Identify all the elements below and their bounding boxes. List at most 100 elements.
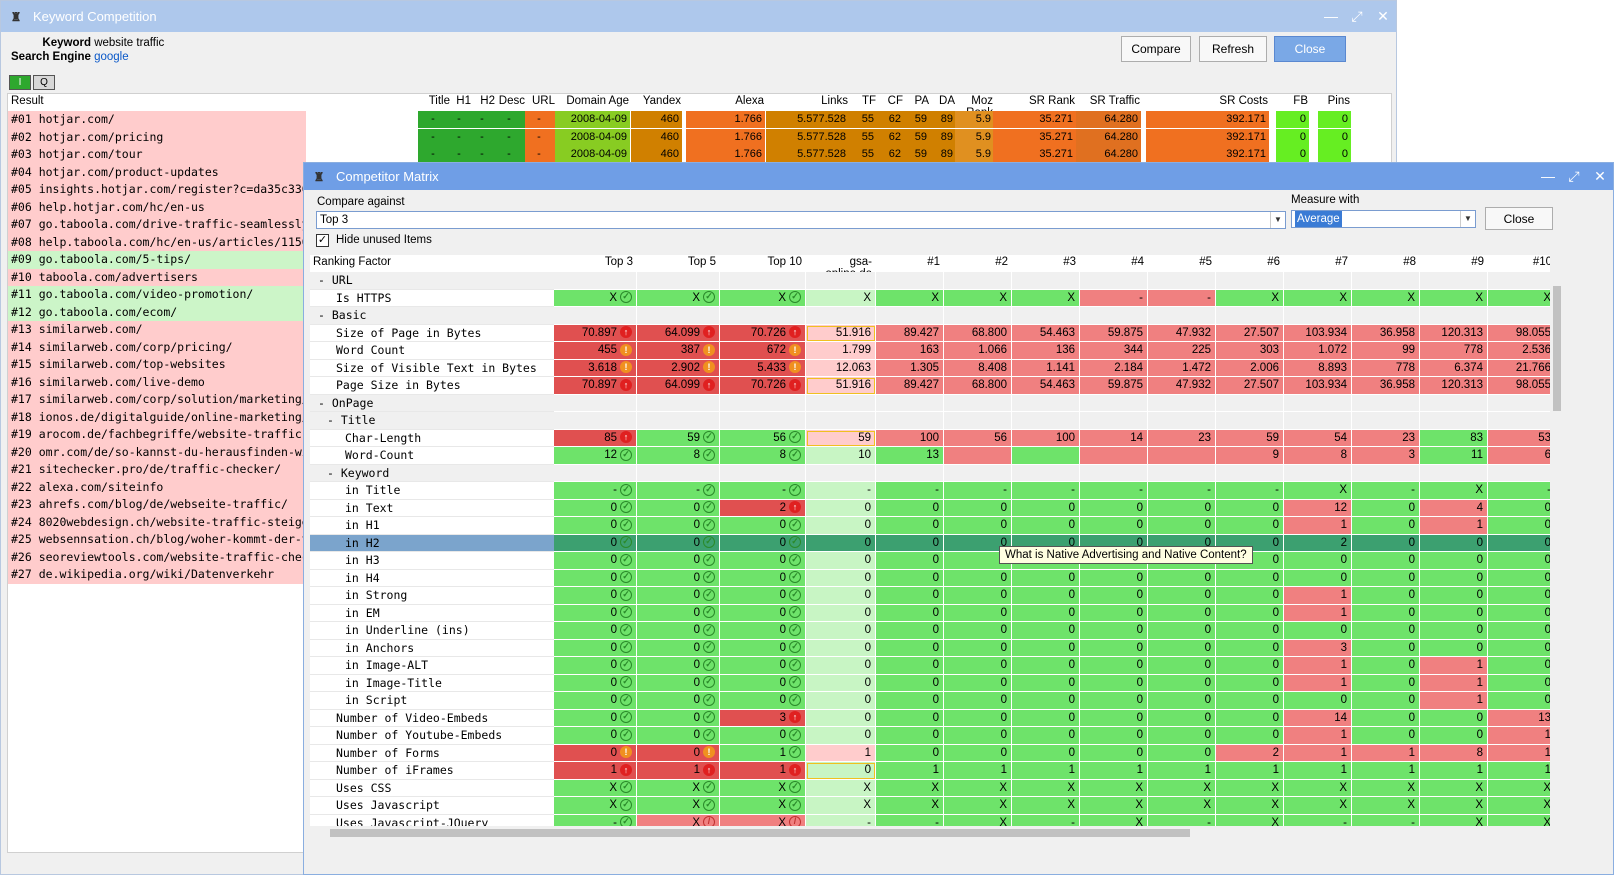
matrix-cell[interactable]: 0	[1352, 657, 1420, 675]
matrix-cell[interactable]: 1	[1148, 762, 1216, 780]
matrix-cell[interactable]: X	[1148, 779, 1216, 797]
table-row[interactable]: Word-Count 12 ✓ 8 ✓ 8 ✓ 10 13 9 8 3 11 6	[310, 447, 1550, 465]
matrix-cell[interactable]: 0 ✓	[554, 692, 637, 710]
list-item[interactable]: #01 hotjar.com/	[8, 111, 306, 129]
matrix-cell[interactable]: X	[1080, 797, 1148, 815]
matrix-cell[interactable]: X	[1420, 289, 1488, 307]
results-col-16[interactable]: SR Traffic	[1089, 95, 1140, 107]
matrix-cell[interactable]: X	[1012, 289, 1080, 307]
matrix-cell[interactable]: - ✓	[637, 482, 720, 500]
results-col-10[interactable]: TF	[861, 95, 876, 107]
matrix-cell[interactable]: -	[1148, 289, 1216, 307]
matrix-cell[interactable]: 0	[876, 674, 944, 692]
matrix-cell[interactable]: X	[1420, 814, 1488, 828]
matrix-cell[interactable]: X	[1148, 797, 1216, 815]
matrix-cell[interactable]: 0	[806, 639, 876, 657]
table-row[interactable]: in Image-Title 0 ✓ 0 ✓ 0 ✓ 0 0 0 0 0 0 0 1 0 1 0	[310, 674, 1550, 692]
matrix-cell[interactable]: 13	[1488, 709, 1550, 727]
matrix-cell[interactable]: X	[1352, 797, 1420, 815]
matrix-cell[interactable]: X ✓	[554, 779, 637, 797]
matrix-cell[interactable]: 70.726 ↑	[720, 377, 806, 395]
matrix-cell[interactable]: 70.897 ↑	[554, 377, 637, 395]
matrix-cell[interactable]: 1	[1284, 587, 1352, 605]
matrix-cell[interactable]: 0	[1488, 639, 1550, 657]
matrix-col-13[interactable]: #9	[1471, 256, 1484, 268]
hide-unused-checkbox[interactable]: ✓	[316, 234, 329, 247]
matrix-cell[interactable]: 0	[1012, 674, 1080, 692]
matrix-cell[interactable]: X	[806, 779, 876, 797]
ranking-factor-label[interactable]: in Anchors	[310, 639, 554, 657]
matrix-col-6[interactable]: #2	[995, 256, 1008, 268]
list-item[interactable]: #02 hotjar.com/pricing	[8, 128, 306, 146]
results-col-12[interactable]: PA	[914, 95, 930, 107]
matrix-cell[interactable]: 0	[876, 587, 944, 605]
table-row[interactable]: - - - - -2008-04-09 460 1.766 5.577.528 55 62 59 89…	[8, 111, 1352, 129]
compare-button[interactable]: Compare	[1121, 36, 1191, 62]
matrix-cell[interactable]: X	[1284, 779, 1352, 797]
matrix-cell[interactable]: 0	[1352, 604, 1420, 622]
matrix-cell[interactable]: X	[1284, 482, 1352, 500]
matrix-cell[interactable]: 1	[1420, 657, 1488, 675]
matrix-cell[interactable]: 98.055	[1488, 324, 1550, 342]
matrix-cell[interactable]: 0	[1216, 587, 1284, 605]
matrix-cell[interactable]: X	[944, 814, 1012, 828]
results-col-18[interactable]: FB	[1293, 95, 1308, 107]
matrix-cell[interactable]: 0	[1352, 709, 1420, 727]
results-col-0[interactable]: Result	[11, 95, 44, 107]
list-item[interactable]: #10 taboola.com/advertisers	[8, 268, 306, 286]
matrix-cell[interactable]: 0 ✓	[720, 517, 806, 535]
matrix-cell[interactable]: 0 ✓	[554, 552, 637, 570]
matrix-cell[interactable]: 1	[1420, 674, 1488, 692]
matrix-cell[interactable]: 1.799	[806, 342, 876, 360]
matrix-cell[interactable]: 0	[1012, 657, 1080, 675]
matrix-cell[interactable]: 0 ✓	[720, 674, 806, 692]
matrix-cell[interactable]: 0	[1080, 587, 1148, 605]
matrix-cell[interactable]: 0	[1488, 552, 1550, 570]
matrix-cell[interactable]: 0	[1216, 639, 1284, 657]
matrix-cell[interactable]: 54.463	[1012, 324, 1080, 342]
matrix-cell[interactable]: 1	[876, 762, 944, 780]
matrix-cell[interactable]: 344	[1080, 342, 1148, 360]
list-item[interactable]: #17 similarweb.com/corp/solution/marketi…	[8, 391, 306, 409]
matrix-cell[interactable]: 0	[1012, 499, 1080, 517]
matrix-cell[interactable]	[1148, 447, 1216, 465]
matrix-cell[interactable]: 0	[1488, 604, 1550, 622]
matrix-cell[interactable]: 0 ✓	[554, 569, 637, 587]
list-item[interactable]: #13 similarweb.com/	[8, 321, 306, 339]
matrix-cell[interactable]: 0 ✓	[720, 552, 806, 570]
matrix-cell[interactable]: 23	[1352, 429, 1420, 447]
matrix-cell[interactable]: 0	[1148, 517, 1216, 535]
matrix-cell[interactable]: 0 ✓	[637, 692, 720, 710]
matrix-cell[interactable]: 0	[876, 727, 944, 745]
matrix-cell[interactable]: 1	[1284, 604, 1352, 622]
matrix-cell[interactable]: 0	[944, 534, 1012, 552]
matrix-cell[interactable]: 89.427	[876, 377, 944, 395]
matrix-cell[interactable]: -	[1216, 482, 1284, 500]
matrix-cell[interactable]: 0	[1012, 727, 1080, 745]
matrix-cell[interactable]: 83	[1420, 429, 1488, 447]
matrix-cell[interactable]: 0	[1148, 587, 1216, 605]
close-icon[interactable]: ✕	[1594, 168, 1606, 184]
kw-close-button[interactable]: Close	[1274, 36, 1346, 62]
matrix-cell[interactable]: 0	[1012, 587, 1080, 605]
matrix-cell[interactable]: 0	[1488, 692, 1550, 710]
matrix-cell[interactable]: 2 ↑	[720, 499, 806, 517]
matrix-cell[interactable]: 1	[1488, 762, 1550, 780]
matrix-cell[interactable]: -	[806, 482, 876, 500]
matrix-cell[interactable]: 8	[1420, 744, 1488, 762]
matrix-cell[interactable]: 3.618!	[554, 359, 637, 377]
ranking-factor-label[interactable]: - Basic	[310, 307, 554, 325]
matrix-cell[interactable]: 1 ✓	[720, 744, 806, 762]
matrix-cell[interactable]: 1 ↑	[554, 762, 637, 780]
matrix-cell[interactable]: -	[806, 814, 876, 828]
matrix-cell[interactable]: 0	[1216, 569, 1284, 587]
matrix-cell[interactable]: 0	[944, 622, 1012, 640]
matrix-cell[interactable]: 0 ✓	[637, 604, 720, 622]
matrix-cell[interactable]: 0	[1352, 692, 1420, 710]
matrix-cell[interactable]: 0	[806, 604, 876, 622]
matrix-cell[interactable]: 0	[1488, 569, 1550, 587]
matrix-cell[interactable]: 0 ✓	[720, 657, 806, 675]
matrix-cell[interactable]: 0	[1352, 534, 1420, 552]
matrix-cell[interactable]: 0	[1488, 534, 1550, 552]
